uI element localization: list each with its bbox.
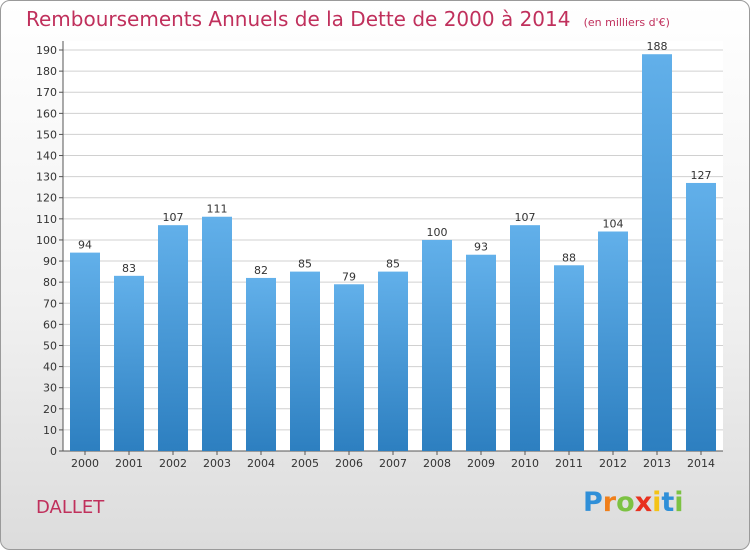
y-tick-label: 60 [43, 318, 57, 331]
logo-letter: i [652, 487, 662, 518]
bar-value-label: 85 [386, 258, 400, 271]
x-tick-label: 2004 [247, 457, 275, 470]
y-tick-label: 70 [43, 297, 57, 310]
y-tick-label: 120 [36, 192, 57, 205]
bar-value-label: 111 [207, 203, 228, 216]
bar [334, 284, 364, 451]
unit-note: (en milliers d'€) [583, 16, 670, 29]
bar [422, 239, 452, 451]
logo-letter: P [583, 487, 603, 518]
bar-value-label: 107 [515, 211, 536, 224]
bar [642, 54, 672, 451]
y-tick-label: 140 [36, 150, 57, 163]
y-tick-label: 20 [43, 403, 57, 416]
y-tick-label: 0 [50, 445, 57, 458]
bar-value-label: 83 [122, 262, 136, 275]
chart-title-block: Remboursements Annuels de la Dette de 20… [26, 7, 670, 31]
bar-value-label: 188 [647, 40, 668, 53]
bar [290, 271, 320, 451]
logo-letter: x [634, 487, 653, 518]
y-tick-label: 160 [36, 107, 57, 120]
bar-value-label: 88 [562, 251, 576, 264]
y-tick-label: 170 [36, 86, 57, 99]
bar [202, 216, 232, 451]
y-tick-label: 190 [36, 44, 57, 57]
logo-letter: i [674, 487, 684, 518]
x-tick-label: 2003 [203, 457, 231, 470]
bar [70, 252, 100, 451]
bar-value-label: 85 [298, 258, 312, 271]
bar [554, 265, 584, 451]
y-tick-label: 180 [36, 65, 57, 78]
logo-letter: r [602, 487, 617, 518]
bar-value-label: 93 [474, 241, 488, 254]
bar-value-label: 82 [254, 264, 268, 277]
x-tick-label: 2010 [511, 457, 539, 470]
x-tick-label: 2013 [643, 457, 671, 470]
y-tick-label: 150 [36, 128, 57, 141]
x-tick-label: 2012 [599, 457, 627, 470]
commune-name: DALLET [36, 497, 105, 518]
bar-value-label: 100 [427, 226, 448, 239]
y-tick-label: 50 [43, 339, 57, 352]
bar [598, 231, 628, 451]
y-tick-label: 130 [36, 171, 57, 184]
y-tick-label: 110 [36, 213, 57, 226]
x-tick-label: 2007 [379, 457, 407, 470]
x-tick-label: 2014 [687, 457, 715, 470]
bar [686, 182, 716, 451]
bar-value-label: 104 [603, 218, 624, 231]
bar [158, 225, 188, 451]
bar [466, 254, 496, 451]
bar [510, 225, 540, 451]
y-tick-label: 30 [43, 382, 57, 395]
x-tick-label: 2008 [423, 457, 451, 470]
y-tick-label: 100 [36, 234, 57, 247]
chart-title: Remboursements Annuels de la Dette de 20… [26, 7, 571, 31]
y-tick-label: 40 [43, 361, 57, 374]
bar-value-label: 94 [78, 239, 92, 252]
bar-value-label: 107 [163, 211, 184, 224]
y-tick-label: 80 [43, 276, 57, 289]
bar-value-label: 127 [691, 169, 712, 182]
x-tick-label: 2000 [71, 457, 99, 470]
x-tick-label: 2001 [115, 457, 143, 470]
x-tick-label: 2009 [467, 457, 495, 470]
bar [378, 271, 408, 451]
logo-letter: o [616, 487, 635, 518]
bar [114, 275, 144, 451]
x-tick-label: 2005 [291, 457, 319, 470]
x-tick-label: 2006 [335, 457, 363, 470]
y-tick-label: 10 [43, 424, 57, 437]
x-tick-label: 2002 [159, 457, 187, 470]
x-tick-label: 2011 [555, 457, 583, 470]
logo-letter: t [661, 487, 675, 518]
bar [246, 277, 276, 451]
y-tick-label: 90 [43, 255, 57, 268]
proxiti-logo: Proxiti [583, 487, 684, 518]
bar-value-label: 79 [342, 270, 356, 283]
